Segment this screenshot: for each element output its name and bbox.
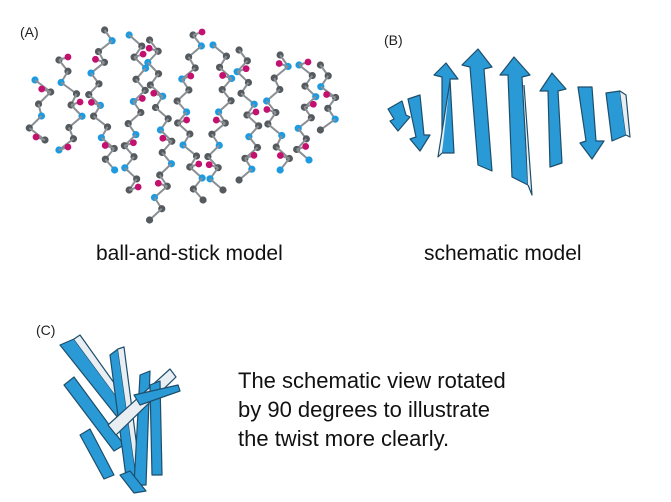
strand-1 <box>387 100 411 132</box>
atom-161 <box>323 91 331 98</box>
atom-50 <box>129 139 137 147</box>
atom-19 <box>64 143 72 151</box>
panel-c-label: (C) <box>36 322 56 338</box>
atom-137 <box>263 106 271 113</box>
atom-143 <box>276 166 284 174</box>
atom-156 <box>305 156 313 164</box>
description-line-1: The schematic view rotated <box>238 368 506 393</box>
atom-73 <box>154 179 162 187</box>
atom-29 <box>88 98 95 106</box>
atom-127 <box>250 151 258 159</box>
atom-68 <box>159 134 167 142</box>
atom-78 <box>198 28 206 36</box>
strand-4 <box>461 48 493 172</box>
ball-and-stick-figure <box>25 26 340 224</box>
atom-142 <box>276 152 284 159</box>
atom-155 <box>302 143 310 150</box>
atom-101 <box>219 72 227 79</box>
atom-58 <box>145 44 153 52</box>
atom-150 <box>309 100 317 108</box>
atom-106 <box>212 116 220 124</box>
atom-145 <box>304 58 312 66</box>
atom-117 <box>242 65 250 73</box>
atom-132 <box>275 60 283 67</box>
atom-93 <box>195 160 203 168</box>
schematic-figure <box>387 48 631 196</box>
rotated-strand-4 <box>133 370 151 486</box>
atom-88 <box>183 116 191 124</box>
atom-24 <box>92 55 99 63</box>
strand-7 <box>577 86 605 160</box>
strand-6 <box>539 72 567 168</box>
rotated-schematic-figure <box>59 334 181 494</box>
strand-5 <box>499 56 531 186</box>
description-line-2: by 90 degrees to illustrate <box>238 397 490 422</box>
description-line-3: the twist more clearly. <box>238 426 450 451</box>
atom-111 <box>205 161 213 169</box>
atom-55 <box>134 183 142 191</box>
panel-a-label: (A) <box>20 24 39 40</box>
panel-b-label: (B) <box>384 32 403 48</box>
atom-45 <box>138 95 146 102</box>
panel-a-caption: ball-and-stick model <box>96 242 283 265</box>
atom-2 <box>38 85 46 93</box>
atom-40 <box>139 50 147 58</box>
atom-122 <box>252 108 260 116</box>
atom-14 <box>76 98 84 106</box>
atom-36 <box>111 166 119 174</box>
strand-2 <box>407 94 431 152</box>
atom-76 <box>145 216 154 224</box>
atom-9 <box>64 53 72 61</box>
description: The schematic view rotated by 90 degrees… <box>238 366 506 453</box>
atom-34 <box>101 142 109 149</box>
rotated-strand-6 <box>149 380 163 476</box>
atom-113 <box>219 186 227 194</box>
rotated-strand-8 <box>133 384 181 406</box>
atom-3 <box>34 100 43 108</box>
atom-7 <box>32 133 40 141</box>
panel-b-caption: schematic model <box>424 242 582 265</box>
atom-129 <box>235 176 243 184</box>
atom-63 <box>150 89 158 97</box>
atom-96 <box>199 196 207 204</box>
rotated-strand-7 <box>79 428 115 480</box>
atom-83 <box>187 72 195 80</box>
atom-164 <box>316 126 324 134</box>
